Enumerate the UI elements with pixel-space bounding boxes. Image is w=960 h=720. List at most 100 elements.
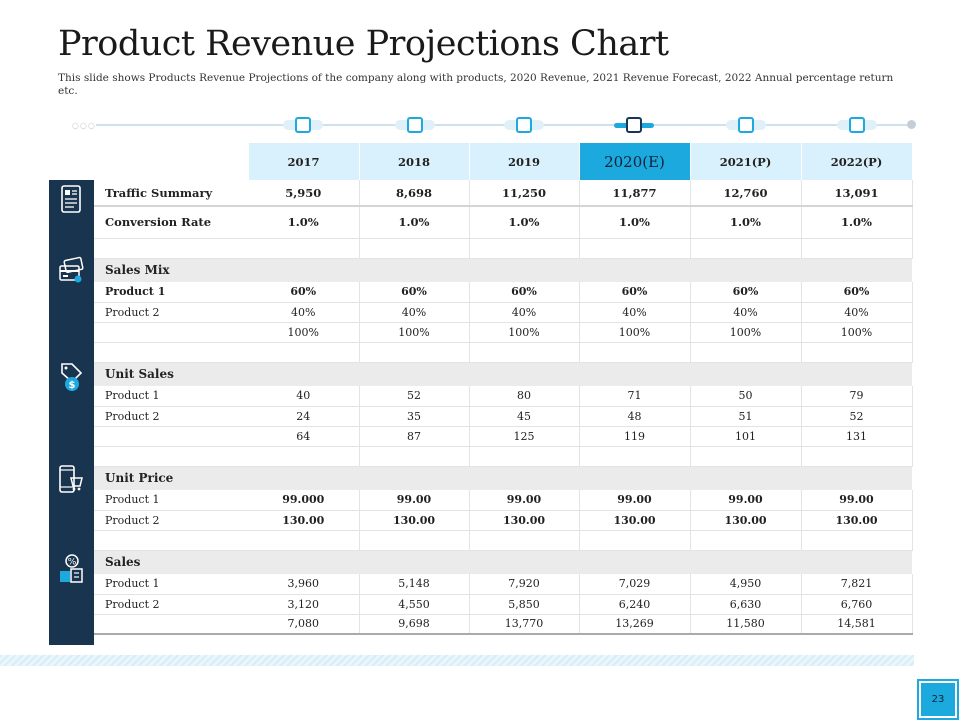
table-cell: 131 [801, 426, 913, 447]
table-cell: 101 [690, 426, 802, 447]
table-cell: 1.0% [690, 206, 802, 239]
table-cell: 8,698 [359, 180, 470, 207]
table-cell: 24 [248, 406, 360, 427]
section-label: Unit Sales [94, 362, 248, 386]
spacer-row [94, 446, 913, 467]
table-cell: 52 [359, 386, 470, 407]
section-header-row: Sales [94, 550, 912, 574]
row-label: Product 2 [94, 406, 248, 427]
table-cell: 100% [690, 322, 802, 343]
table-cell: 48 [579, 406, 691, 427]
table-row: Traffic Summary 5,950 8,698 11,250 11,87… [94, 180, 913, 207]
section-header-row: Unit Sales [94, 362, 912, 386]
table-cell: 4,950 [690, 574, 802, 595]
page-number: 23 [921, 683, 955, 716]
table-cell: 9,698 [359, 614, 470, 635]
section-label: Sales Mix [94, 258, 248, 282]
section-label: Sales [94, 550, 248, 574]
table-cell: 130.00 [469, 510, 580, 531]
page-subtitle: This slide shows Products Revenue Projec… [58, 72, 894, 97]
table-cell: 3,120 [248, 594, 360, 615]
table-cell: 5,850 [469, 594, 580, 615]
table-cell: 5,148 [359, 574, 470, 595]
table-cell: 64 [248, 426, 360, 447]
table-row: Product 2 130.00 130.00 130.00 130.00 13… [94, 510, 913, 531]
table-cell: 40 [248, 386, 360, 407]
column-header: 2022(P) [801, 143, 913, 180]
report-document-icon [57, 182, 85, 216]
total-row: 64 87 125 119 101 131 [94, 426, 913, 447]
timeline-node-icon [849, 117, 865, 133]
spacer-row [94, 342, 913, 363]
table-cell: 60% [248, 282, 360, 303]
table-cell: 130.00 [579, 510, 691, 531]
price-tag-dollar-icon: $ [57, 360, 85, 394]
table-cell: 11,250 [469, 180, 580, 207]
table-cell: 71 [579, 386, 691, 407]
table-row: Product 2 40% 40% 40% 40% 40% 40% [94, 302, 913, 323]
table-cell: 1.0% [359, 206, 470, 239]
table-cell: 12,760 [690, 180, 802, 207]
row-label [94, 322, 248, 343]
table-cell: 45 [469, 406, 580, 427]
table-cell: 99.00 [690, 490, 802, 511]
table-row: Product 2 24 35 45 48 51 52 [94, 406, 913, 427]
column-header: 2017 [248, 143, 360, 180]
row-label: Traffic Summary [94, 180, 248, 207]
timeline-end-dot [907, 120, 916, 129]
table-cell: 60% [359, 282, 470, 303]
table-cell: 130.00 [690, 510, 802, 531]
row-label [94, 426, 248, 447]
table-cell: 99.00 [469, 490, 580, 511]
section-header-row: Unit Price [94, 466, 912, 490]
table-cell: 3,960 [248, 574, 360, 595]
column-header: 2019 [469, 143, 580, 180]
table-cell: 60% [801, 282, 913, 303]
table-cell: 100% [801, 322, 913, 343]
row-label [94, 614, 248, 635]
row-label: Product 1 [94, 574, 248, 595]
table-cell: 7,029 [579, 574, 691, 595]
table-cell: 11,580 [690, 614, 802, 635]
table-cell: 99.00 [359, 490, 470, 511]
table-cell: 51 [690, 406, 802, 427]
table-cell: 40% [248, 302, 360, 323]
table-header-row: 2017 2018 2019 2020(E) 2021(P) 2022(P) [94, 143, 913, 180]
table-row: Product 1 3,960 5,148 7,920 7,029 4,950 … [94, 574, 913, 595]
table-cell: 60% [690, 282, 802, 303]
table-cell: 100% [579, 322, 691, 343]
table-cell: 6,630 [690, 594, 802, 615]
table-cell: 40% [469, 302, 580, 323]
column-header-highlighted: 2020(E) [579, 143, 691, 180]
table-cell: 11,877 [579, 180, 691, 207]
table-cell: 7,920 [469, 574, 580, 595]
page-number-box: 23 [917, 679, 959, 720]
table-row: Product 2 3,120 4,550 5,850 6,240 6,630 … [94, 594, 913, 615]
table-cell: 40% [579, 302, 691, 323]
table-row: Product 1 60% 60% 60% 60% 60% 60% [94, 282, 913, 303]
table-cell: 40% [801, 302, 913, 323]
table-cell: 1.0% [801, 206, 913, 239]
timeline-node-icon [738, 117, 754, 133]
table-cell: 5,950 [248, 180, 360, 207]
table-cell: 35 [359, 406, 470, 427]
row-label: Conversion Rate [94, 206, 248, 239]
row-label: Product 2 [94, 302, 248, 323]
table-cell: 100% [469, 322, 580, 343]
table-row: Product 1 40 52 80 71 50 79 [94, 386, 913, 407]
row-label: Product 1 [94, 386, 248, 407]
section-header-row: Sales Mix [94, 258, 912, 282]
row-label: Product 2 [94, 594, 248, 615]
table-cell: 79 [801, 386, 913, 407]
table-cell: 40% [359, 302, 470, 323]
table-cell: 60% [579, 282, 691, 303]
timeline-node-icon [407, 117, 423, 133]
table-cell: 13,091 [801, 180, 913, 207]
table-cell: 13,269 [579, 614, 691, 635]
revenue-projection-table: 2017 2018 2019 2020(E) 2021(P) 2022(P) T… [94, 143, 913, 635]
table-cell: 100% [248, 322, 360, 343]
total-row: 100% 100% 100% 100% 100% 100% [94, 322, 913, 343]
row-label: Product 1 [94, 490, 248, 511]
timeline-start-dots: ○○○ [72, 121, 96, 130]
svg-text:$: $ [69, 380, 76, 391]
